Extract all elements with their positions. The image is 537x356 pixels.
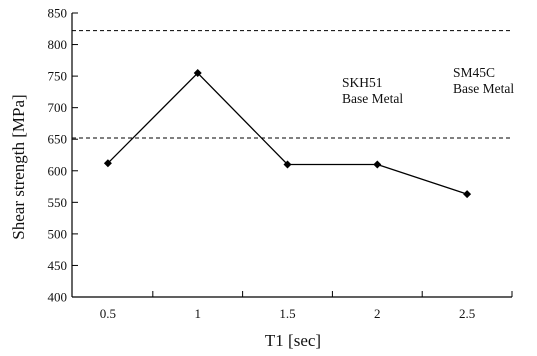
y-tick-label: 800 [48,37,68,52]
y-tick-label: 650 [48,132,68,147]
series-line [107,72,468,195]
y-tick-label: 700 [48,100,68,115]
data-point [283,160,292,169]
x-tick-label: 0.5 [100,306,116,321]
reference-line-label: Base Metal [453,81,514,96]
x-tick-label: 2 [374,306,381,321]
y-tick-label: 500 [48,226,68,241]
y-axis-title: Shear strength [MPa] [9,94,28,239]
x-tick-label: 2.5 [459,306,475,321]
axes [71,13,512,298]
x-tick-label: 1.5 [279,306,295,321]
reference-line-label: SM45C [453,65,495,80]
y-tick-label: 400 [48,290,68,305]
y-tick-label: 750 [48,69,68,84]
reference-line-label: SKH51 [342,75,383,90]
x-ticks: 0.5 1 1.5 2 2.5 [100,291,513,321]
data-point [103,159,112,168]
x-axis-title: T1 [sec] [265,331,321,350]
y-tick-label: 850 [48,6,68,21]
data-point [373,160,382,169]
y-ticks: 400 450 500 550 600 650 700 750 800 850 [48,6,78,305]
reference-line-label: Base Metal [342,91,403,106]
series [103,68,472,199]
y-tick-label: 600 [48,163,68,178]
x-tick-label: 1 [194,306,201,321]
data-point [193,68,202,77]
data-point [463,190,472,199]
y-tick-label: 550 [48,195,68,210]
y-tick-label: 450 [48,258,68,273]
